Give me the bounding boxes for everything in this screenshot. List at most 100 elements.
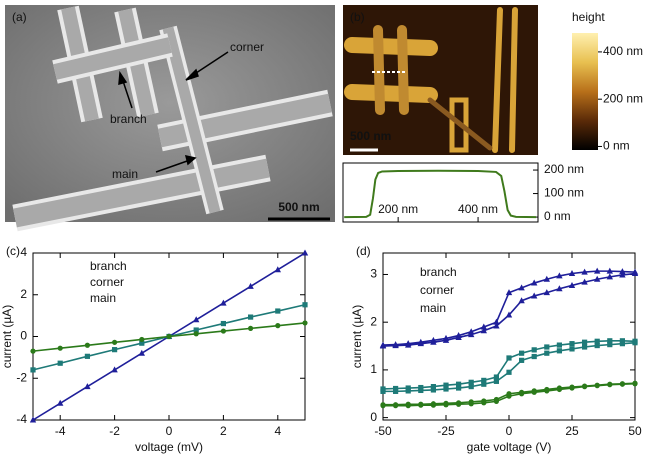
scale-bar-label: 500 nm [350,129,391,143]
annotation: branch [110,112,147,126]
marker [194,331,199,336]
panel-label: (b) [350,10,365,24]
marker [380,386,385,391]
marker [393,402,398,407]
marker [506,391,511,396]
marker [519,351,524,356]
annotation: corner [230,40,264,54]
marker [393,386,398,391]
marker [544,344,549,349]
marker [620,338,625,343]
x-tick-label: 0 [166,424,173,438]
x-tick-label: 400 nm [458,202,498,216]
y-tick-label: 4 [20,245,27,259]
series-line [344,171,536,217]
marker [456,400,461,405]
colorbar [572,33,598,150]
panel-label: (c) [6,244,20,258]
x-tick-label: -25 [437,424,455,438]
x-tick-label: 50 [628,424,642,438]
panel-label: (d) [356,244,371,258]
y-tick-label: 2 [20,287,27,301]
page: (a) corner branch main 500 nm (b) 500 nm… [0,0,646,460]
marker [569,346,574,351]
marker [443,401,448,406]
marker [632,339,637,344]
marker [406,402,411,407]
marker [493,319,499,325]
marker [494,374,499,379]
marker [544,351,549,356]
marker [481,398,486,403]
marker [620,381,625,386]
marker [607,382,612,387]
marker [595,339,600,344]
marker [406,385,411,390]
marker [506,370,511,375]
y-tick-label: 3 [370,267,377,281]
marker [569,341,574,346]
marker [431,401,436,406]
marker [481,378,486,383]
marker [30,349,35,354]
marker [275,323,280,328]
marker [380,402,385,407]
marker [302,320,307,325]
marker [418,385,423,390]
annotation: main [112,167,138,181]
x-tick-label: -2 [109,424,120,438]
marker [58,361,63,366]
marker [569,384,574,389]
y-tick-label: 0 nm [603,139,630,153]
figure: (a) corner branch main 500 nm (b) 500 nm… [0,0,646,460]
marker [532,347,537,352]
panel-label: (a) [12,10,27,24]
legend-entry: corner [90,275,124,289]
marker [275,308,280,313]
marker [494,397,499,402]
y-axis-label: current (µA) [0,305,14,369]
y-tick-label: 200 nm [544,162,584,176]
marker [532,354,537,359]
marker [443,383,448,388]
marker [519,390,524,395]
marker [85,354,90,359]
x-tick-label: 2 [220,424,227,438]
legend-entry: branch [90,259,127,273]
x-tick-label: 25 [565,424,579,438]
x-tick-label: -4 [55,424,66,438]
marker [85,343,90,348]
marker [582,384,587,389]
marker [30,367,35,372]
y-tick-label: -4 [16,412,27,426]
scale-bar-label: 500 nm [278,200,319,214]
marker [557,342,562,347]
y-tick-label: 400 nm [603,44,643,58]
x-tick-label: 0 [506,424,513,438]
y-tick-label: 0 [370,410,377,424]
marker [221,328,226,333]
x-tick-label: 4 [274,424,281,438]
y-tick-label: 0 nm [544,209,571,223]
x-axis-label: voltage (mV) [135,440,203,454]
marker [248,326,253,331]
x-tick-label: 200 nm [378,202,418,216]
marker [582,340,587,345]
x-axis-label: gate voltage (V) [467,440,552,454]
marker [607,338,612,343]
y-tick-label: 1 [370,362,377,376]
marker [519,358,524,363]
marker [248,314,253,319]
y-tick-label: 2 [370,314,377,328]
marker [582,344,587,349]
marker [221,321,226,326]
afm-image: (b) 500 nm [343,5,538,155]
y-axis-label: current (µA) [350,305,364,369]
marker [58,346,63,351]
marker [595,383,600,388]
y-tick-label: 0 [20,329,27,343]
marker [469,380,474,385]
marker [139,337,144,342]
legend-entry: corner [420,283,454,297]
marker [632,381,637,386]
